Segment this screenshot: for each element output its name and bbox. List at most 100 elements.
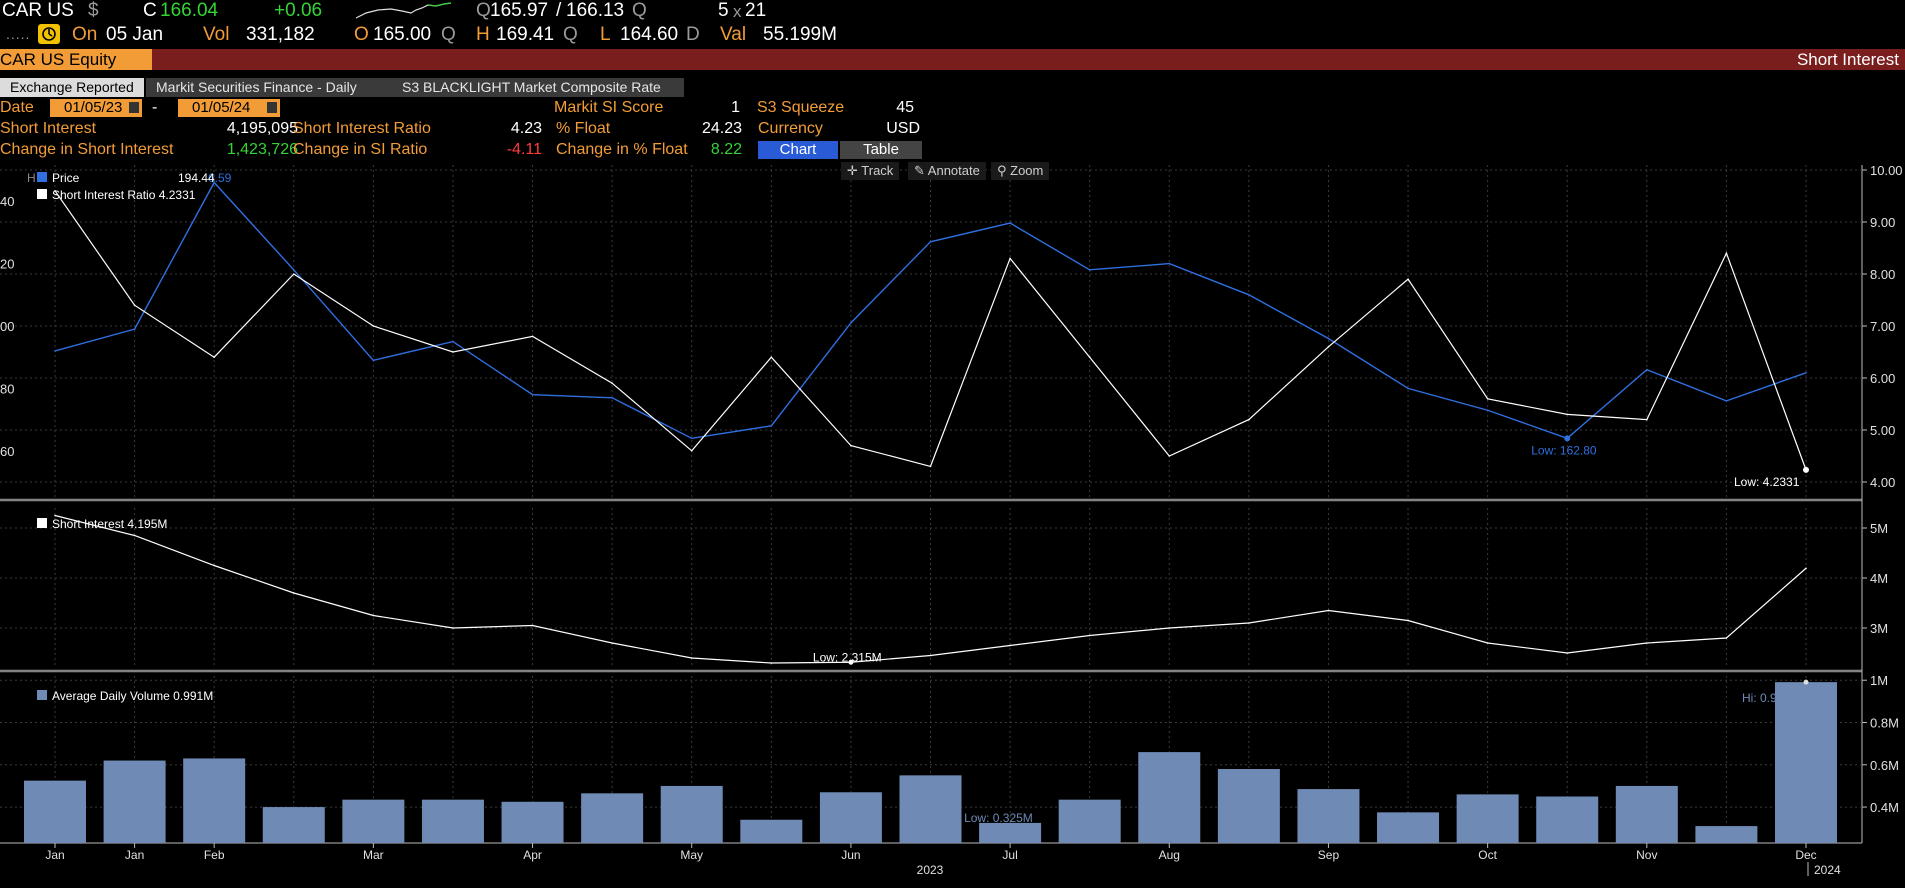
volume-bar	[103, 760, 166, 843]
zoom-tool[interactable]: ⚲ Zoom	[991, 162, 1050, 180]
price-point	[1088, 269, 1091, 271]
right-axis-tick-label: 6.00	[1870, 371, 1895, 386]
volume-hi-marker	[1803, 679, 1809, 685]
volume-bar	[1138, 752, 1201, 843]
volume-bar	[183, 758, 246, 843]
right-axis-tick-label: 4M	[1870, 571, 1888, 586]
short-interest-point	[1009, 644, 1011, 647]
traded-value: 55.199M	[763, 24, 837, 45]
x-axis-tick-label: Nov	[1636, 848, 1657, 862]
chart-panel[interactable]: 10.00 9.00 8.00 7.00 6.00 5.00 4.00 40 20 00 80 60 L…	[0, 160, 1905, 888]
ask-size: 21	[745, 0, 767, 21]
annotate-tool[interactable]: ✎ Annotate	[908, 162, 986, 180]
ratio-point	[531, 335, 534, 338]
markit-si-score-value: 1	[731, 99, 740, 116]
short-interest-point	[770, 662, 773, 664]
chart-toggle-button[interactable]: Chart	[758, 141, 838, 159]
right-axis-tick-label: 7.00	[1870, 319, 1895, 334]
x-axis-tick-label: Oct	[1478, 848, 1497, 862]
calendar-icon[interactable]	[267, 102, 277, 113]
short-interest-ratio-label: Short Interest Ratio	[293, 120, 431, 137]
bid-price: 165.97	[490, 0, 549, 21]
date-to-input[interactable]: 01/05/24	[178, 99, 280, 117]
short-interest-low-label: Low: 2.315M	[813, 650, 882, 664]
change-short-interest-value: 1,423,726	[226, 141, 298, 158]
volume-bar	[899, 775, 962, 843]
volume-bar	[979, 822, 1042, 843]
volume-bar	[1536, 796, 1599, 843]
table-toggle-label: Table	[863, 141, 899, 158]
ratio-point	[690, 450, 693, 452]
date-from-input[interactable]: 01/05/23	[50, 99, 142, 117]
legend-label-volume: Average Daily Volume 0.991M	[52, 689, 213, 703]
volume-low-label: Low: 0.325M	[964, 811, 1033, 825]
low-price: 164.60	[620, 24, 679, 45]
short-interest-point	[133, 534, 136, 537]
high-price: 169.41	[496, 24, 555, 45]
short-interest-point	[690, 657, 693, 659]
magnifier-icon: ⚲	[997, 163, 1011, 178]
right-axis-tick-label: 0.6M	[1870, 758, 1899, 773]
x-axis-tick-label: Apr	[523, 848, 542, 862]
x-axis-tick-label: Jun	[841, 848, 860, 862]
calendar-icon[interactable]	[129, 102, 139, 113]
tab-label: Markit Securities Finance - Daily	[156, 79, 357, 95]
price-point	[1009, 222, 1011, 224]
last-price: 166.04	[160, 0, 219, 21]
short-interest-point	[54, 514, 56, 517]
tab-label: S3 BLACKLIGHT Market Composite Rate	[402, 79, 661, 95]
short-interest-point	[531, 624, 534, 627]
chart-toggle-label: Chart	[779, 141, 817, 158]
change-short-interest-label: Change in Short Interest	[0, 141, 174, 158]
quote-date: 05 Jan	[106, 24, 164, 45]
short-interest-value: 4,195,095	[226, 120, 298, 137]
left-axis-tick-label: 60	[0, 444, 14, 459]
tab-markit-securities-finance[interactable]: Markit Securities Finance - Daily	[146, 78, 396, 97]
right-axis-tick-label: 10.00	[1870, 163, 1903, 178]
hi-label-value: 6.59	[208, 171, 232, 185]
quote-detail-bar: ..... On 05 Jan Vol 331,182 O 165.00 Q H…	[0, 24, 1905, 46]
quote-bar: CAR US $ C 166.04 +0.06 Q 165.97 / 166.1…	[0, 0, 1905, 22]
ratio-point	[1486, 398, 1489, 400]
short-interest-point	[611, 642, 613, 644]
dots: .....	[6, 26, 31, 42]
price-point	[1646, 368, 1648, 371]
ratio-point	[54, 190, 56, 192]
currency-label: Currency	[758, 120, 823, 137]
legend-label-short-interest: Short Interest 4.195M	[52, 517, 167, 531]
volume-bar	[262, 807, 325, 843]
sparkline-icon	[356, 2, 452, 19]
tab-s3-blacklight[interactable]: S3 BLACKLIGHT Market Composite Rate	[392, 78, 684, 97]
x-axis-tick-label: Jan	[45, 848, 64, 862]
ticker-label[interactable]: CAR US	[2, 0, 74, 21]
change-si-ratio-label: Change in SI Ratio	[293, 141, 428, 158]
size-x: x	[733, 2, 742, 21]
left-axis-tick-label: 40	[0, 194, 14, 209]
legend-swatch-short-interest	[37, 518, 47, 528]
currency-value: USD	[886, 120, 920, 137]
legend-label-price: Price	[52, 171, 80, 185]
volume-bar	[342, 799, 405, 843]
short-interest-point	[1327, 609, 1330, 612]
short-interest-point	[1486, 642, 1489, 644]
short-interest-point	[292, 592, 295, 594]
track-tool[interactable]: ✛ Track	[841, 162, 900, 180]
track-label: Track	[861, 163, 894, 178]
x-axis-tick-label: May	[680, 848, 703, 862]
ratio-point	[850, 444, 852, 447]
security-field[interactable]: CAR US Equity	[0, 49, 152, 70]
ratio-low-marker	[1803, 466, 1809, 473]
volume-bar	[24, 780, 86, 843]
tab-exchange-reported[interactable]: Exchange Reported	[0, 78, 144, 97]
tab-label: Exchange Reported	[10, 79, 134, 95]
market-status-icon[interactable]	[38, 24, 60, 44]
volume-bar	[1217, 769, 1280, 843]
volume-bar	[1297, 789, 1360, 843]
date-label: Date	[0, 99, 34, 116]
ratio-point	[1009, 257, 1011, 260]
ratio-point	[1327, 346, 1330, 348]
ratio-point	[1725, 252, 1728, 254]
table-toggle-button[interactable]: Table	[840, 141, 922, 159]
price-point	[1407, 387, 1409, 390]
short-interest-label: Short Interest	[0, 120, 97, 137]
